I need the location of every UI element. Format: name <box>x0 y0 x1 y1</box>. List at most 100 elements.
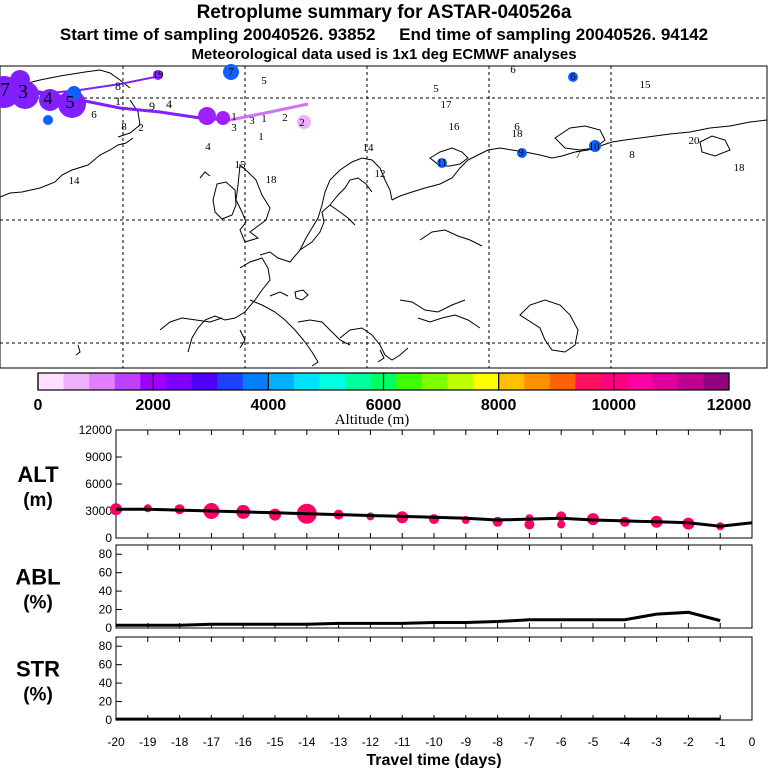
x-tick-label: -5 <box>588 735 599 749</box>
alt-cluster-point <box>524 519 535 530</box>
coastline <box>249 299 319 367</box>
colorbar-segment <box>242 373 269 390</box>
x-tick-label: -19 <box>139 735 157 749</box>
plume-label: 9 <box>149 99 155 113</box>
x-tick-label: -13 <box>330 735 348 749</box>
plume-label: 5 <box>433 83 439 95</box>
coastline <box>269 291 289 297</box>
plume-label: 6 <box>514 121 520 133</box>
panel-frame-str <box>115 636 753 721</box>
colorbar-segment <box>63 373 90 390</box>
plume-label: 15 <box>235 159 247 171</box>
colorbar-segment <box>421 373 448 390</box>
plume-label: 18 <box>512 128 524 140</box>
y-tick-label: 0 <box>105 713 112 727</box>
plume-label: 7 <box>0 79 10 101</box>
alt-cluster-point <box>557 520 566 529</box>
coastline <box>554 125 606 151</box>
plume-cluster <box>297 115 311 129</box>
colorbar-segment <box>319 373 346 390</box>
plume-cluster <box>198 107 216 125</box>
x-tick-label: -6 <box>556 735 567 749</box>
plume-label: 2 <box>299 117 305 129</box>
colorbar-segment <box>268 373 295 390</box>
y-tick-label: 12000 <box>79 423 113 437</box>
plume-cluster <box>10 70 30 90</box>
x-tick-label: -7 <box>524 735 535 749</box>
plume-cluster <box>153 70 163 80</box>
colorbar-segment <box>677 373 704 390</box>
plume-cluster <box>589 140 601 152</box>
x-tick-label: -9 <box>460 735 471 749</box>
alt-cluster-point <box>429 514 439 525</box>
plume-label: 17 <box>441 99 453 111</box>
y-tick-label: 3000 <box>85 504 112 518</box>
plume-cluster <box>43 115 53 125</box>
plume-label: 15 <box>640 79 652 91</box>
x-tick-label: 0 <box>749 735 756 749</box>
plume-label: 4 <box>166 97 172 111</box>
plume-label: 6 <box>570 71 576 83</box>
x-tick-label: -12 <box>362 735 380 749</box>
colorbar-segment <box>38 373 65 390</box>
plume-track-recent <box>229 102 309 122</box>
plume-label: 1 <box>115 94 121 108</box>
plume-label: 3 <box>249 115 255 127</box>
colorbar-tick-label: 2000 <box>135 397 171 414</box>
coastline <box>0 137 134 198</box>
x-tick-label: -2 <box>683 735 694 749</box>
coastline <box>187 257 271 353</box>
x-tick-label: -3 <box>651 735 662 749</box>
plume-label: 10 <box>589 141 601 153</box>
colorbar-segment <box>652 373 679 390</box>
colorbar-segment <box>165 373 193 390</box>
x-tick-label: -1 <box>715 735 726 749</box>
coastline <box>159 317 223 331</box>
plume-cluster <box>216 111 230 125</box>
plume-label: 1 <box>261 113 267 125</box>
y-tick-label: 40 <box>99 584 113 598</box>
panel-unit-abl: (%) <box>23 593 53 614</box>
plume-label: 5 <box>261 75 267 87</box>
abl-line <box>116 610 721 627</box>
colorbar-segment <box>575 373 602 390</box>
panel-label-abl: ABL <box>15 565 60 590</box>
alt-mean-line <box>116 507 753 528</box>
colorbar-tick-label: 12000 <box>707 397 752 414</box>
colorbar-tick-label: 4000 <box>251 397 287 414</box>
coastline <box>294 289 309 301</box>
y-tick-label: 0 <box>105 621 112 635</box>
coastline <box>339 327 409 361</box>
plume-cluster <box>568 72 578 82</box>
plume-label: 9 <box>518 147 524 159</box>
coastline <box>377 349 385 363</box>
coastline <box>299 157 393 251</box>
plume-label: 3 <box>231 122 237 134</box>
x-tick-label: -4 <box>619 735 630 749</box>
panel-label-alt: ALT <box>17 462 59 487</box>
plume-label: 8 <box>115 79 121 93</box>
y-tick-label: 6000 <box>85 477 112 491</box>
y-tick-label: 9000 <box>85 450 112 464</box>
plume-label: 16 <box>449 121 461 133</box>
y-tick-label: 40 <box>99 676 113 690</box>
plume-label: 2 <box>138 122 144 134</box>
x-tick-label: -18 <box>171 735 189 749</box>
alt-cluster-point <box>269 508 281 521</box>
x-tick-label: -15 <box>266 735 284 749</box>
plume-label: 18 <box>734 162 746 174</box>
coastline <box>75 344 81 356</box>
colorbar-segment <box>217 373 244 390</box>
y-tick-label: 60 <box>99 566 113 580</box>
plume-label: 7 <box>228 66 234 78</box>
coastline <box>212 181 237 220</box>
plume-label: 5 <box>66 92 75 112</box>
plume-label: 8 <box>629 149 635 161</box>
x-tick-label: -11 <box>394 735 411 749</box>
met-note: Meteorological data used is 1x1 deg ECMW… <box>191 46 577 63</box>
y-tick-label: 80 <box>99 547 113 561</box>
plume-label: 8 <box>121 121 127 133</box>
plume-label: 14 <box>69 175 81 187</box>
coastline <box>391 119 768 201</box>
